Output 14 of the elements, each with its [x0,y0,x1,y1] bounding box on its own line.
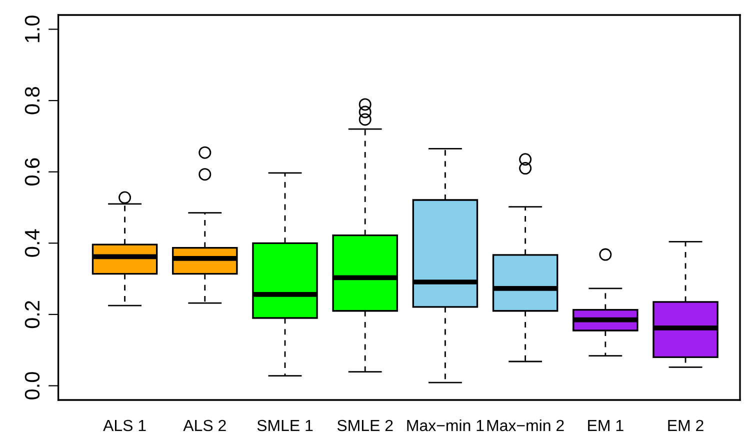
x-tick-label: Max−min 1 [407,419,484,432]
y-tick-label: 0.0 [24,372,40,400]
x-tick-label: SMLE 2 [337,420,393,432]
y-tick-label: 0.4 [24,229,40,257]
x-tick-label: EM 2 [668,420,704,432]
y-tick-label: 0.6 [24,158,40,186]
y-tick-label: 0.8 [24,86,40,114]
y-tick-label: 0.2 [24,301,40,328]
x-tick-label: ALS 2 [183,420,226,432]
x-tick-label: ALS 1 [103,420,146,432]
x-tick-label: SMLE 1 [257,420,313,432]
y-tick-label: 1.0 [24,16,40,42]
x-tick-label: EM 1 [588,420,624,432]
x-tick-label: Max−min 2 [487,419,564,432]
